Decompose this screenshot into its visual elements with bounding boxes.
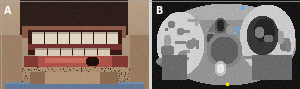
Text: B: B <box>155 6 163 16</box>
Text: A: A <box>4 6 11 16</box>
